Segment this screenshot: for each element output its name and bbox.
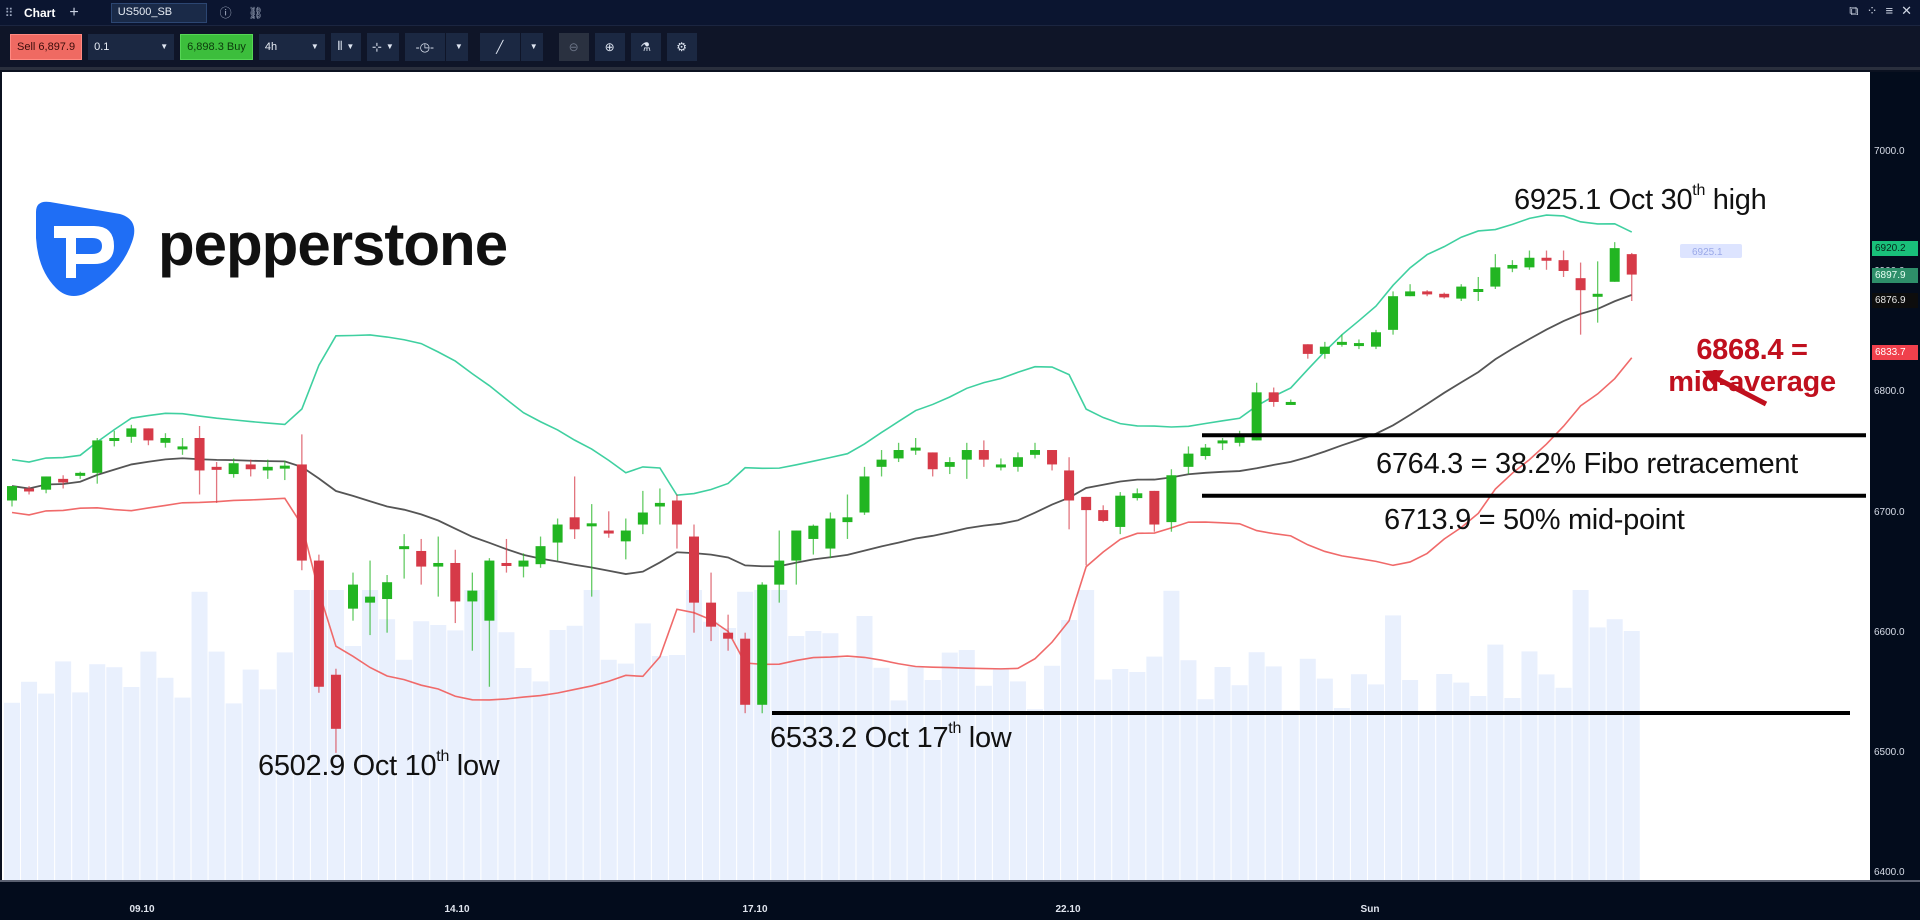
time-tick: Sun (1360, 904, 1380, 915)
price-tag: 6897.9 (1872, 267, 1918, 283)
annotation-oct30-high: 6925.1 Oct 30th high (1514, 182, 1767, 217)
time-dropdown[interactable]: ▼ (445, 32, 468, 61)
draw-line-icon: ╱ (496, 39, 504, 54)
annotation-sup: th (1692, 182, 1706, 199)
close-icon[interactable]: ✕ (1901, 3, 1912, 18)
menu-icon[interactable]: ≡ (1885, 3, 1894, 18)
grid-icon[interactable]: ⁘ (1866, 3, 1878, 18)
candlestick-chart[interactable]: 6925.1 (2, 72, 1870, 880)
price-tag: 6876.9 (1872, 292, 1918, 308)
annotation-suffix: high (1705, 184, 1767, 216)
price-axis[interactable]: 7000.06900.06800.06700.06600.06500.06400… (1870, 72, 1920, 880)
annotation-mid-average: 6868.4 = mid-average (1652, 334, 1852, 398)
timeframe-value: 4h (264, 40, 278, 53)
time-tick: 09.10 (129, 904, 155, 915)
price-tick: 7000.0 (1874, 146, 1905, 157)
annotation-text: 6502.9 Oct 10 (258, 750, 437, 782)
chart-canvas[interactable]: 6925.1 pepperstone 6925.1 Oct 30th high … (2, 72, 1870, 880)
candle-type-icon: ⫴ (337, 39, 343, 53)
price-tag: 6920.2 (1872, 240, 1918, 256)
annotation-suffix: low (961, 722, 1012, 754)
detach-icon[interactable]: ⧉ (1849, 3, 1859, 18)
indicators-icon: ⊹ (371, 39, 382, 54)
chevron-down-icon: ▼ (454, 42, 463, 51)
info-icon[interactable]: ⓘ (219, 6, 232, 20)
chevron-down-icon: ▼ (310, 42, 319, 51)
price-tag: 6833.7 (1872, 344, 1918, 360)
settings-icon: ⚙ (676, 39, 688, 54)
zoom-in-icon: ⊕ (604, 39, 615, 54)
link-icon[interactable]: ⛓ (248, 5, 264, 20)
chevron-down-icon: ▼ (346, 42, 355, 51)
price-tick: 6500.0 (1874, 746, 1905, 758)
chevron-down-icon: ▼ (529, 42, 538, 51)
quantity-select[interactable]: 0.1 ▼ (88, 33, 175, 60)
time-tick: 17.10 (742, 904, 768, 915)
annotation-line1: 6868.4 = (1696, 334, 1808, 366)
annotation-text: 6533.2 Oct 17 (770, 722, 949, 754)
time-tick: 22.10 (1055, 904, 1081, 915)
draw-line-button[interactable]: ╱ (479, 32, 520, 61)
title-bar: ⠿ Chart + US500_SB ⓘ ⛓ ⧉ ⁘ ≡ ✕ (0, 0, 1920, 26)
indicators-button[interactable]: ⊹ ▼ (366, 32, 399, 61)
brand-name: pepperstone (158, 210, 508, 278)
symbol-input[interactable]: US500_SB (110, 2, 207, 23)
zoom-in-button[interactable]: ⊕ (594, 32, 625, 61)
price-tick: 6700.0 (1874, 506, 1905, 518)
candle-type-button[interactable]: ⫴ ▼ (330, 32, 361, 61)
add-tab-button[interactable]: + (69, 3, 79, 21)
annotation-sup: th (436, 748, 450, 765)
svg-text:6925.1: 6925.1 (1692, 247, 1723, 258)
annotation-oct10-low: 6502.9 Oct 10th low (258, 748, 500, 783)
time-tick: 14.10 (444, 904, 470, 915)
settings-button[interactable]: ⚙ (666, 32, 697, 61)
brand-logo: pepperstone (28, 198, 508, 298)
sell-button[interactable]: Sell 6,897.9 (10, 33, 83, 60)
price-tick: 6800.0 (1874, 386, 1905, 398)
chevron-down-icon: ▼ (160, 42, 169, 51)
annotation-line2: mid-average (1668, 366, 1836, 398)
time-button[interactable]: -◷- (404, 32, 445, 61)
price-tick: 6600.0 (1874, 626, 1905, 638)
grip-icon[interactable]: ⠿ (4, 5, 14, 20)
tab-chart[interactable]: Chart (24, 5, 56, 20)
time-axis[interactable]: 09.10 14.10 17.10 22.10 Sun (0, 880, 1920, 920)
pepperstone-logo-icon (36, 201, 135, 296)
window-controls: ⧉ ⁘ ≡ ✕ (1849, 3, 1912, 19)
annotation-midpoint: 6713.9 = 50% mid-point (1384, 504, 1685, 536)
chevron-down-icon: ▼ (385, 42, 394, 51)
trading-toolbar: Sell 6,897.9 0.1 ▼ 6,898.3 Buy 4h ▼ ⫴ ▼ ⊹… (0, 26, 1920, 70)
quantity-value: 0.1 (94, 40, 110, 53)
draw-line-dropdown[interactable]: ▼ (520, 32, 543, 61)
annotation-text: 6925.1 Oct 30 (1514, 184, 1693, 216)
flask-icon: ⚗ (640, 39, 652, 54)
flask-button[interactable]: ⚗ (630, 32, 661, 61)
annotation-fibo: 6764.3 = 38.2% Fibo retracement (1376, 448, 1798, 480)
annotation-sup: th (948, 720, 962, 737)
zoom-out-icon: ⊖ (568, 39, 579, 54)
price-tick: 6400.0 (1874, 867, 1905, 879)
timeframe-select[interactable]: 4h ▼ (258, 33, 325, 60)
annotation-oct17-low: 6533.2 Oct 17th low (770, 720, 1012, 755)
annotation-suffix: low (449, 750, 500, 782)
buy-button[interactable]: 6,898.3 Buy (180, 33, 253, 60)
time-icon: -◷- (415, 39, 435, 54)
zoom-out-button[interactable]: ⊖ (558, 32, 589, 61)
